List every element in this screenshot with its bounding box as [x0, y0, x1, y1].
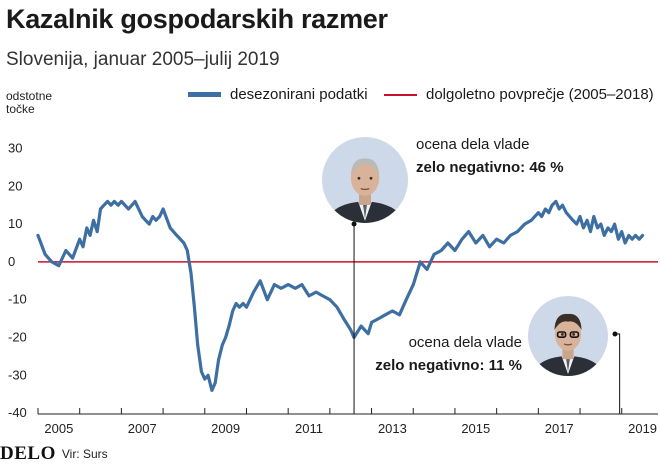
y-tick-label: 20 — [8, 178, 22, 193]
portrait-eye — [369, 176, 373, 180]
annotation-line2: zelo negativno: 46 % — [416, 159, 564, 176]
portrait-face — [350, 159, 380, 196]
legend-swatch-series — [188, 92, 221, 97]
x-tick-label: 2019 — [628, 421, 657, 436]
annotation-dot — [612, 331, 618, 337]
portrait-eye — [357, 176, 361, 180]
annotation-dot — [351, 221, 357, 227]
portrait-glasses-right — [569, 331, 580, 338]
x-tick-label: 2013 — [378, 421, 407, 436]
annotation-line2: zelo negativno: 11 % — [375, 357, 522, 374]
portrait-janez-jansa — [322, 137, 408, 223]
x-tick-label: 2009 — [211, 421, 240, 436]
annotation-line1: ocena dela vlade — [409, 334, 522, 351]
annotation-line1: ocena dela vlade — [416, 136, 529, 153]
portrait-mouth — [563, 343, 573, 346]
x-tick-label: 2005 — [44, 421, 73, 436]
series-line-desezonirani — [36, 199, 645, 392]
y-axis-unit-line1: odstotne — [6, 89, 53, 103]
portrait-eye — [572, 333, 575, 336]
y-axis-unit-label: odstotne točke — [6, 90, 52, 116]
portrait-mouth — [360, 187, 370, 191]
y-axis-unit-line2: točke — [6, 102, 35, 116]
y-tick-label: 30 — [8, 140, 22, 155]
source-note: Vir: Surs — [61, 447, 108, 461]
legend-label-series: desezonirani podatki — [230, 86, 368, 103]
portrait-eye — [561, 333, 564, 336]
x-tick-label: 2007 — [128, 421, 157, 436]
legend-label-average: dolgoletno povprečje (2005–2018) — [426, 86, 654, 103]
portrait-figure — [534, 313, 602, 376]
portrait-face — [554, 317, 582, 351]
y-tick-label: -30 — [8, 367, 27, 382]
portrait-glasses-left — [556, 331, 567, 338]
portrait-marjan-sarec — [528, 296, 608, 376]
y-tick-label: -10 — [8, 292, 27, 307]
x-tick-label: 2015 — [461, 421, 490, 436]
y-tick-label: 10 — [8, 216, 22, 231]
portrait-figure — [328, 158, 402, 223]
portrait-tie — [566, 358, 570, 372]
legend-swatch-average — [384, 93, 417, 96]
legend-item-series: desezonirani podatki — [188, 86, 368, 103]
portrait-neck — [358, 192, 372, 205]
x-tick-label: 2017 — [545, 421, 574, 436]
legend-item-average: dolgoletno povprečje (2005–2018) — [384, 86, 654, 103]
portrait-hair — [350, 158, 380, 175]
annotation-leader-line — [615, 333, 621, 414]
footer: DELO Vir: Surs — [0, 443, 108, 465]
portrait-neck — [562, 348, 574, 360]
x-tick-label: 2011 — [295, 421, 323, 436]
y-tick-label: -20 — [8, 329, 27, 344]
delo-logo: DELO — [0, 443, 56, 464]
portrait-hair — [554, 313, 582, 330]
chart-subtitle: Slovenija, januar 2005–julij 2019 — [6, 49, 280, 70]
portrait-tie — [362, 203, 368, 219]
y-tick-label: 0 — [8, 254, 15, 269]
chart-title: Kazalnik gospodarskih razmer — [6, 4, 388, 34]
y-tick-label: -40 — [8, 405, 27, 420]
